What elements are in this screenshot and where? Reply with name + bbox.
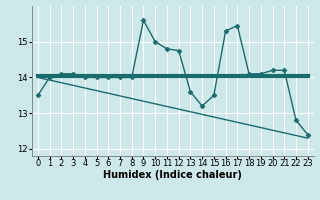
X-axis label: Humidex (Indice chaleur): Humidex (Indice chaleur) xyxy=(103,170,242,180)
